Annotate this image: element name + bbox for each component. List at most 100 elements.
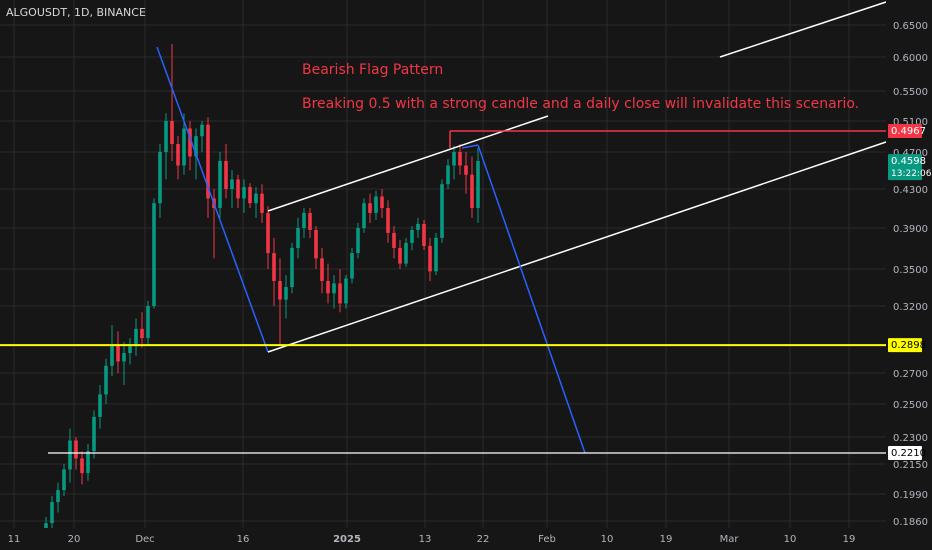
candle [182,113,186,175]
candle-body [80,458,84,474]
candle-body [458,152,462,166]
candle-body [152,203,156,306]
time-axis-background [0,528,932,550]
candle-body [446,165,450,185]
time-tick-label: 11 [8,534,21,545]
candle-body [392,232,396,248]
candle [464,152,468,194]
candle [56,482,60,513]
time-tick-label: 10 [601,534,614,545]
price-tick-label: 0.5100 [893,117,928,128]
candle [242,179,246,213]
candle-body [368,203,372,213]
candle-body [284,287,288,300]
grid-lines [0,0,886,528]
candle-body [74,440,78,459]
candle-body [278,280,282,300]
candle [416,217,420,238]
candle [284,274,288,319]
candle-body [98,394,102,417]
candle-body [314,229,318,259]
candle-body [308,212,312,230]
candle-body [218,160,222,209]
badge-box [888,445,922,460]
flag-lower-line[interactable] [267,141,887,353]
price-tick-label: 0.6000 [893,53,928,64]
price-tick-label: 0.5500 [893,87,928,98]
candle-body [200,124,204,137]
candle-body [266,212,270,254]
candle-body [254,193,258,204]
candle-body [248,187,252,204]
candle [98,385,102,429]
time-tick-label: Feb [538,534,556,545]
candle-body [320,258,324,281]
candle-body [428,245,432,272]
invalidation-note: Breaking 0.5 with a strong candle and a … [302,96,860,112]
candle-body [182,128,186,166]
candle [62,464,66,497]
price-tick-label: 0.6500 [893,21,928,32]
price-tick-label: 0.3500 [893,265,928,276]
candle [224,144,228,199]
price-tick-label: 0.1990 [893,490,928,501]
candle [200,121,204,152]
projection-line-up[interactable] [461,144,479,149]
projection-line-down[interactable] [477,144,586,454]
candle [80,451,84,485]
candle [320,247,324,294]
candle-body [206,124,210,199]
time-tick-label: 10 [784,534,797,545]
candle-body [404,242,408,264]
target-price-badge: 0.2210 [888,445,926,460]
candle [206,117,210,218]
price-tick-label: 0.4300 [893,185,928,196]
badge-box [888,124,922,139]
candle-body [224,160,228,189]
candle [116,331,120,373]
badge-label: 0.4598 [891,156,926,167]
flagpole-line[interactable] [156,46,269,353]
candle-body [122,353,126,362]
price-tick-label: 0.2300 [893,433,928,444]
candle-body [398,247,402,264]
candle-body [260,193,264,213]
candle-body [116,344,120,362]
candle-body [68,440,72,470]
time-tick-label: 2025 [333,534,361,545]
candle-body [92,416,96,452]
candle [332,274,336,309]
time-tick-label: Mar [720,534,740,545]
candle-body [104,365,108,395]
candle-body [470,174,474,209]
candle-body [176,144,180,166]
time-tick-label: 20 [68,534,81,545]
candle [278,258,282,345]
price-tick-label: 0.1860 [893,517,928,528]
candle [362,198,366,233]
candle-body [374,196,378,213]
candle-body [302,212,306,228]
price-tick-label: 0.2150 [893,460,928,471]
candle-body [290,247,294,288]
top-right-trend-line[interactable] [719,1,887,58]
horizontal-levels [0,130,886,454]
price-tick-label: 0.2700 [893,369,928,380]
candle [296,217,300,259]
candle [230,170,234,209]
candle [266,206,270,269]
price-badges: 0.4967 0.4598 13:22:06 0.2898 0.2210 [888,124,932,460]
candle [368,193,372,223]
flag-upper-line[interactable] [267,115,549,212]
candle [254,187,258,218]
badge-countdown: 13:22:06 [891,169,932,179]
candle-body [128,346,132,354]
badge-label: 0.4967 [891,126,926,137]
candle-body [158,152,162,204]
badge-box [888,154,922,181]
candle [398,239,402,269]
candle-body [146,306,150,339]
resistance-price-badge: 0.4967 [888,124,926,139]
time-tick-label: 22 [477,534,490,545]
